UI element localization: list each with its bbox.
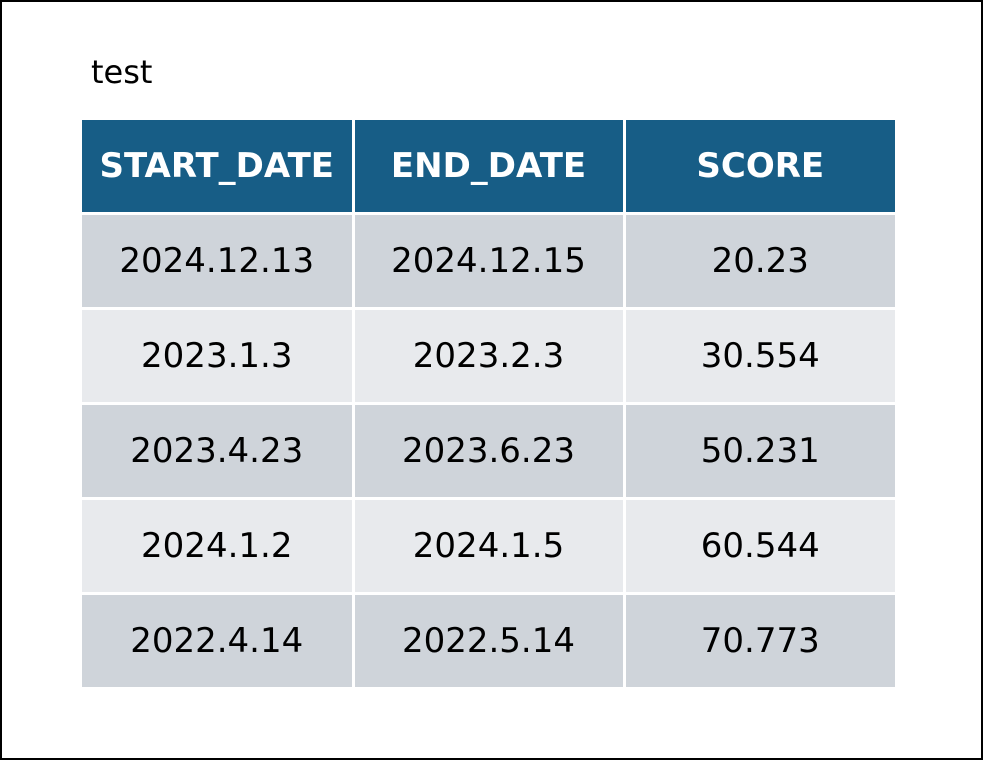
end-date-cell: 2022.5.14 <box>353 593 626 687</box>
column-header-end-date: END_DATE <box>353 120 626 215</box>
score-cell: 70.773 <box>624 593 895 687</box>
start-date-cell: 2024.12.13 <box>82 213 355 310</box>
start-date-cell: 2023.4.23 <box>82 403 355 500</box>
table-row: 2022.4.14 2022.5.14 70.773 <box>82 593 895 687</box>
column-header-start-date: START_DATE <box>82 120 355 215</box>
start-date-cell: 2023.1.3 <box>82 308 355 405</box>
table-header-row: START_DATE END_DATE SCORE <box>82 120 895 215</box>
table-row: 2024.1.2 2024.1.5 60.544 <box>82 498 895 595</box>
column-header-score: SCORE <box>624 120 895 215</box>
page-title: test <box>91 53 153 91</box>
score-cell: 20.23 <box>624 213 895 310</box>
end-date-cell: 2024.1.5 <box>353 498 626 595</box>
end-date-cell: 2023.2.3 <box>353 308 626 405</box>
start-date-cell: 2022.4.14 <box>82 593 355 687</box>
end-date-cell: 2024.12.15 <box>353 213 626 310</box>
table-row: 2023.4.23 2023.6.23 50.231 <box>82 403 895 500</box>
end-date-cell: 2023.6.23 <box>353 403 626 500</box>
score-cell: 30.554 <box>624 308 895 405</box>
score-cell: 60.544 <box>624 498 895 595</box>
table-row: 2024.12.13 2024.12.15 20.23 <box>82 213 895 310</box>
score-cell: 50.231 <box>624 403 895 500</box>
table-row: 2023.1.3 2023.2.3 30.554 <box>82 308 895 405</box>
data-table: START_DATE END_DATE SCORE 2024.12.13 202… <box>82 120 895 687</box>
start-date-cell: 2024.1.2 <box>82 498 355 595</box>
